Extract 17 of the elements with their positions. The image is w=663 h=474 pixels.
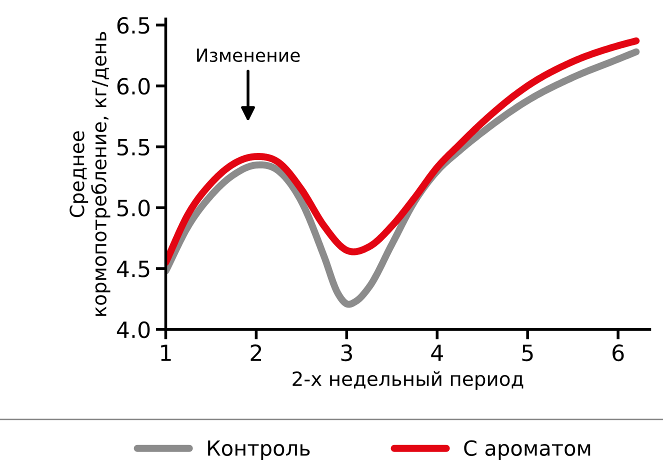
x-tick-label: 6 <box>612 344 624 362</box>
y-tick-label: 6.0 <box>117 78 150 95</box>
y-tick-label: 6.5 <box>117 16 150 34</box>
annotation: Изменение <box>197 48 300 62</box>
x-axis-title: 2-х недельный период <box>292 371 524 390</box>
y-tick-label: 5.0 <box>118 200 150 216</box>
x-tick-label: 3 <box>341 344 352 362</box>
x-tick-label: 4 <box>431 344 443 361</box>
y-tick-label: 5.5 <box>118 139 150 156</box>
y-tick-label: 4.0 <box>116 321 150 338</box>
y-axis-title: Среднее кормопотребление, кг/день <box>70 32 110 316</box>
legend-label: С ароматом <box>464 440 590 460</box>
x-tick-label: 2 <box>250 344 262 361</box>
y-tick-label: 4.5 <box>116 260 150 278</box>
x-tick-label: 1 <box>161 344 171 361</box>
legend-label: Контроль <box>208 440 310 460</box>
x-tick-label: 5 <box>522 344 533 362</box>
